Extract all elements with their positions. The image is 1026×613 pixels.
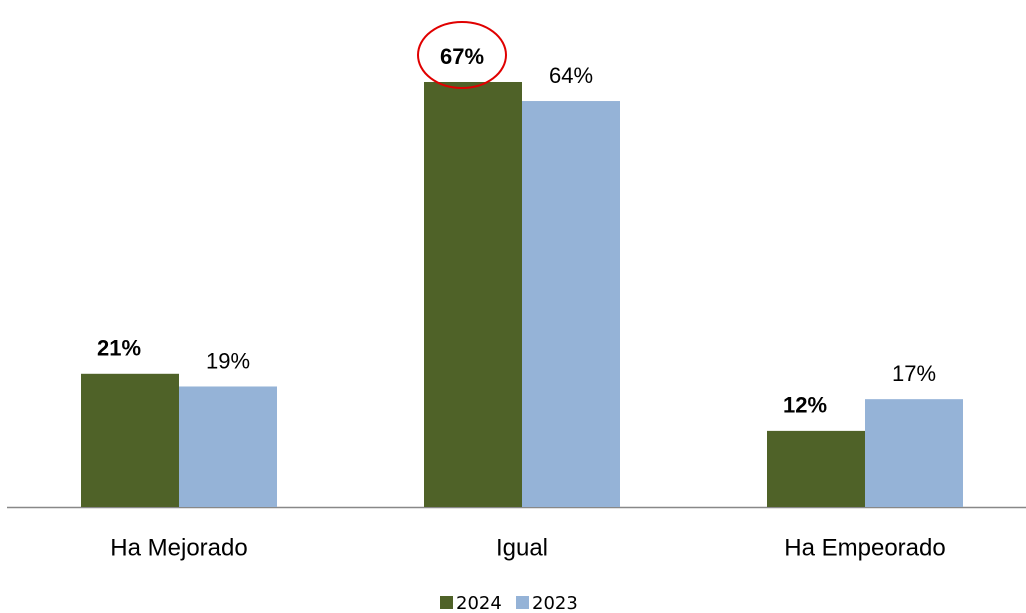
data-label: 64% [549,63,593,88]
bar [767,430,865,507]
legend-label: 2023 [532,593,578,613]
legend-swatch [440,596,453,609]
x-tick-label: Ha Empeorado [784,534,945,561]
data-label: 67% [440,44,484,69]
highlight-circle [417,21,507,89]
bar [179,386,277,507]
data-label: 19% [206,348,250,373]
bar [424,82,522,507]
legend-swatch [516,596,529,609]
data-label: 17% [892,361,936,386]
bar [522,101,620,508]
x-tick-label: Igual [496,534,548,561]
x-tick-label: Ha Mejorado [110,534,247,561]
data-label: 21% [97,336,141,361]
data-label: 12% [783,393,827,418]
bar [865,399,963,507]
legend-label: 2024 [456,593,502,613]
bar [81,373,179,507]
